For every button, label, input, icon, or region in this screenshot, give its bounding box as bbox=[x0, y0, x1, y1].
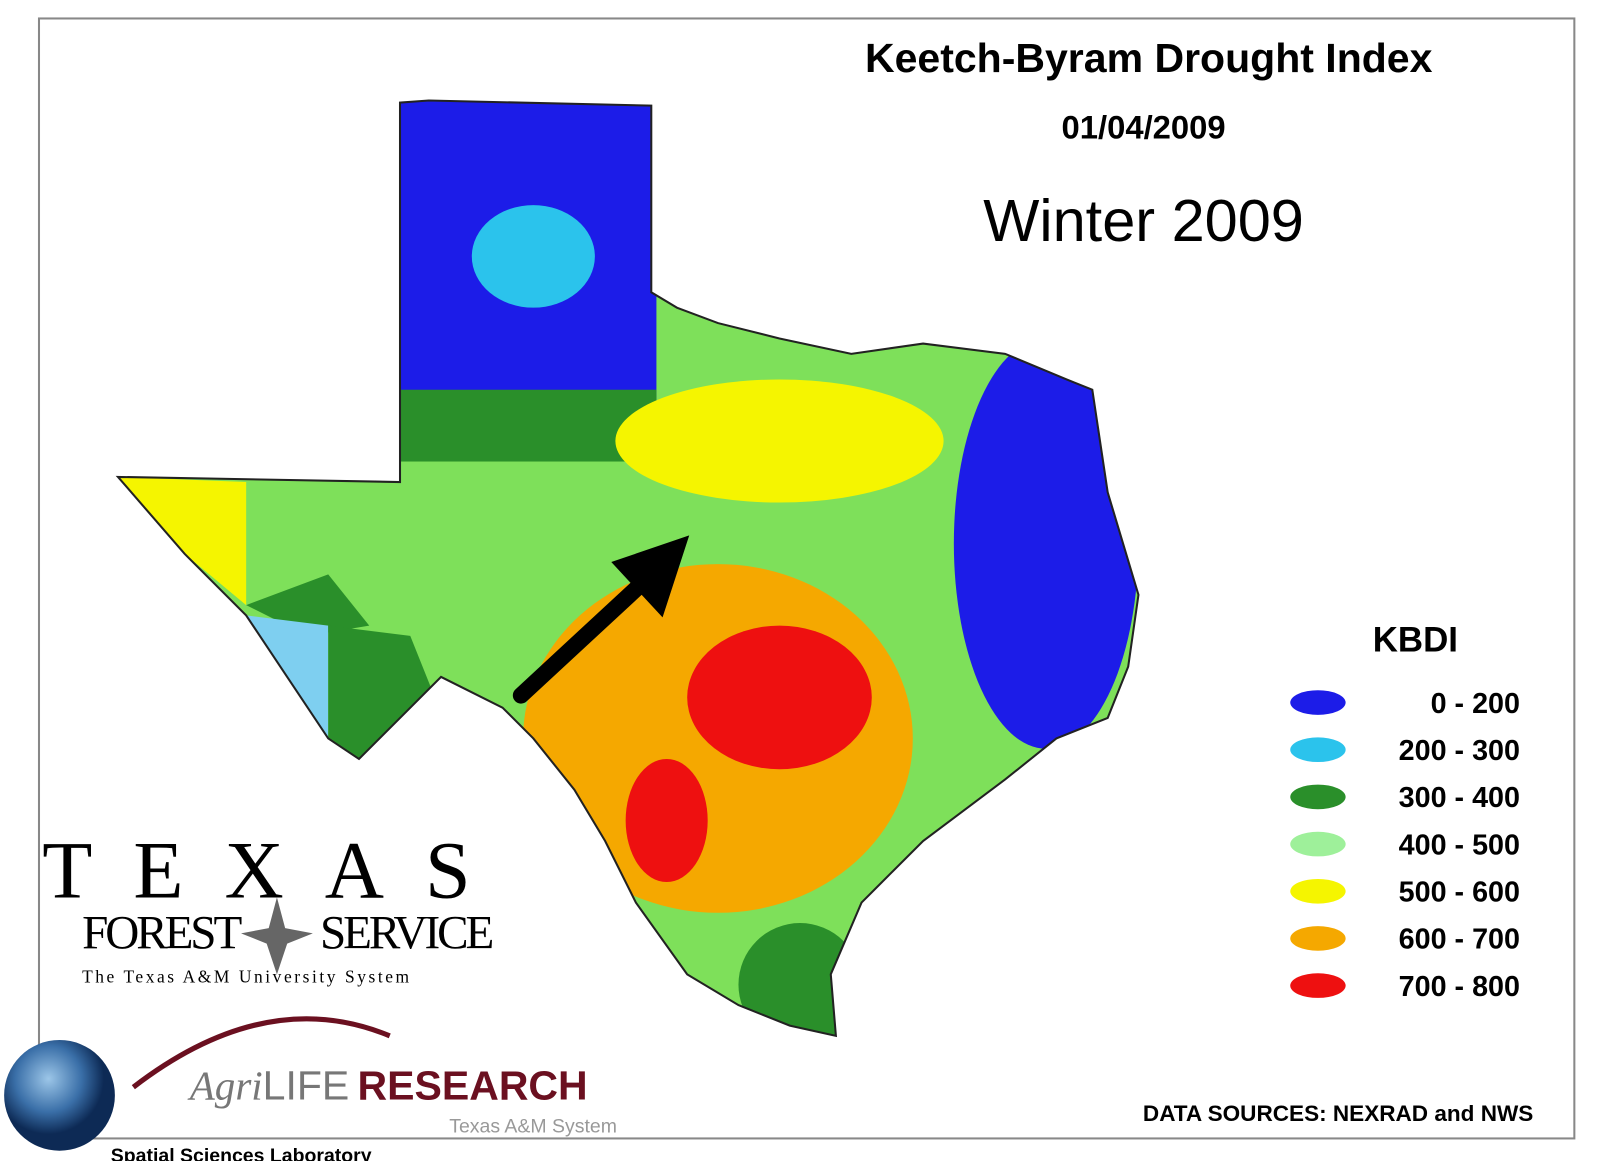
logo-research: RESEARCH bbox=[358, 1062, 588, 1108]
legend-swatch bbox=[1290, 784, 1346, 810]
season: Winter 2009 bbox=[983, 187, 1304, 254]
logo-agri: Agri bbox=[187, 1062, 263, 1108]
legend-swatch bbox=[1290, 690, 1346, 715]
title: Keetch-Byram Drought Index bbox=[865, 35, 1433, 81]
legend-label: 200 - 300 bbox=[1399, 735, 1520, 767]
logo-texas: TEXAS bbox=[42, 824, 511, 915]
legend-label: 0 - 200 bbox=[1431, 688, 1520, 720]
logo-system: The Texas A&M University System bbox=[82, 967, 412, 987]
logo-agrilife: AgriLIFE RESEARCH bbox=[187, 1062, 588, 1108]
legend-label: 300 - 400 bbox=[1399, 782, 1520, 814]
logo-arc bbox=[131, 1016, 391, 1090]
agrilife-logo: AgriLIFE RESEARCH Texas A&M System Spatia… bbox=[4, 1016, 617, 1161]
lab-name: Spatial Sciences Laboratory bbox=[111, 1145, 372, 1161]
data-sources: DATA SOURCES: NEXRAD and NWS bbox=[1143, 1101, 1533, 1126]
legend-swatch bbox=[1290, 878, 1346, 904]
legend-swatch bbox=[1290, 737, 1346, 763]
legend-label: 700 - 800 bbox=[1399, 971, 1520, 1003]
legend-label: 500 - 600 bbox=[1399, 877, 1520, 909]
legend-swatch bbox=[1290, 831, 1346, 857]
logo-forest: FOREST bbox=[82, 908, 242, 960]
legend: 0 - 200 200 - 300 300 - 400 400 - 500 500 - … bbox=[1290, 688, 1520, 1003]
legend-title: KBDI bbox=[1373, 620, 1458, 659]
logo-life: LIFE bbox=[263, 1062, 350, 1108]
legend-swatch bbox=[1290, 973, 1346, 998]
logo-agri-system: Texas A&M System bbox=[449, 1115, 617, 1137]
texas-forest-service-logo: TEXAS FOREST SERVICE The Texas A&M Unive… bbox=[42, 824, 511, 987]
arrow bbox=[512, 535, 690, 704]
logo-service: SERVICE bbox=[320, 908, 492, 960]
globe bbox=[4, 1039, 115, 1151]
logo-star bbox=[241, 897, 313, 975]
date: 01/04/2009 bbox=[1062, 108, 1226, 145]
legend-label: 600 - 700 bbox=[1399, 924, 1520, 956]
legend-swatch bbox=[1290, 926, 1346, 951]
legend-label: 400 - 500 bbox=[1399, 829, 1520, 861]
